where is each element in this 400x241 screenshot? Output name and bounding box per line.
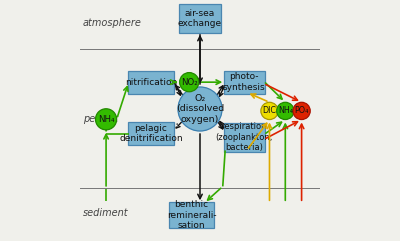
Circle shape [293,102,310,120]
Text: pelagic
denitrification: pelagic denitrification [119,124,183,143]
Text: NH₄: NH₄ [278,107,293,115]
Circle shape [277,102,294,120]
Text: benthic
reminerali-
sation: benthic reminerali- sation [167,200,216,230]
Text: sediment: sediment [82,208,128,218]
FancyBboxPatch shape [224,123,265,152]
Text: photo-
synthesis: photo- synthesis [223,73,266,92]
Circle shape [178,87,222,131]
Text: air-sea
exchange: air-sea exchange [178,9,222,28]
Text: nitrification: nitrification [125,78,177,87]
Text: NH₄: NH₄ [98,115,114,124]
FancyBboxPatch shape [128,71,174,94]
Text: PO₄: PO₄ [294,107,309,115]
Circle shape [96,109,117,130]
Text: pelagic: pelagic [82,114,118,124]
FancyBboxPatch shape [128,122,174,145]
Text: respiration
(zooplankton,
bacteria): respiration (zooplankton, bacteria) [216,122,273,152]
Text: atmosphere: atmosphere [82,19,142,28]
Text: O₂
(dissolved
oxygen): O₂ (dissolved oxygen) [176,94,224,124]
Circle shape [180,73,199,92]
FancyBboxPatch shape [224,71,265,94]
FancyBboxPatch shape [179,4,221,33]
Text: NO₂: NO₂ [181,78,198,87]
FancyBboxPatch shape [170,202,214,228]
Text: DIC: DIC [262,107,276,115]
Circle shape [261,102,278,120]
